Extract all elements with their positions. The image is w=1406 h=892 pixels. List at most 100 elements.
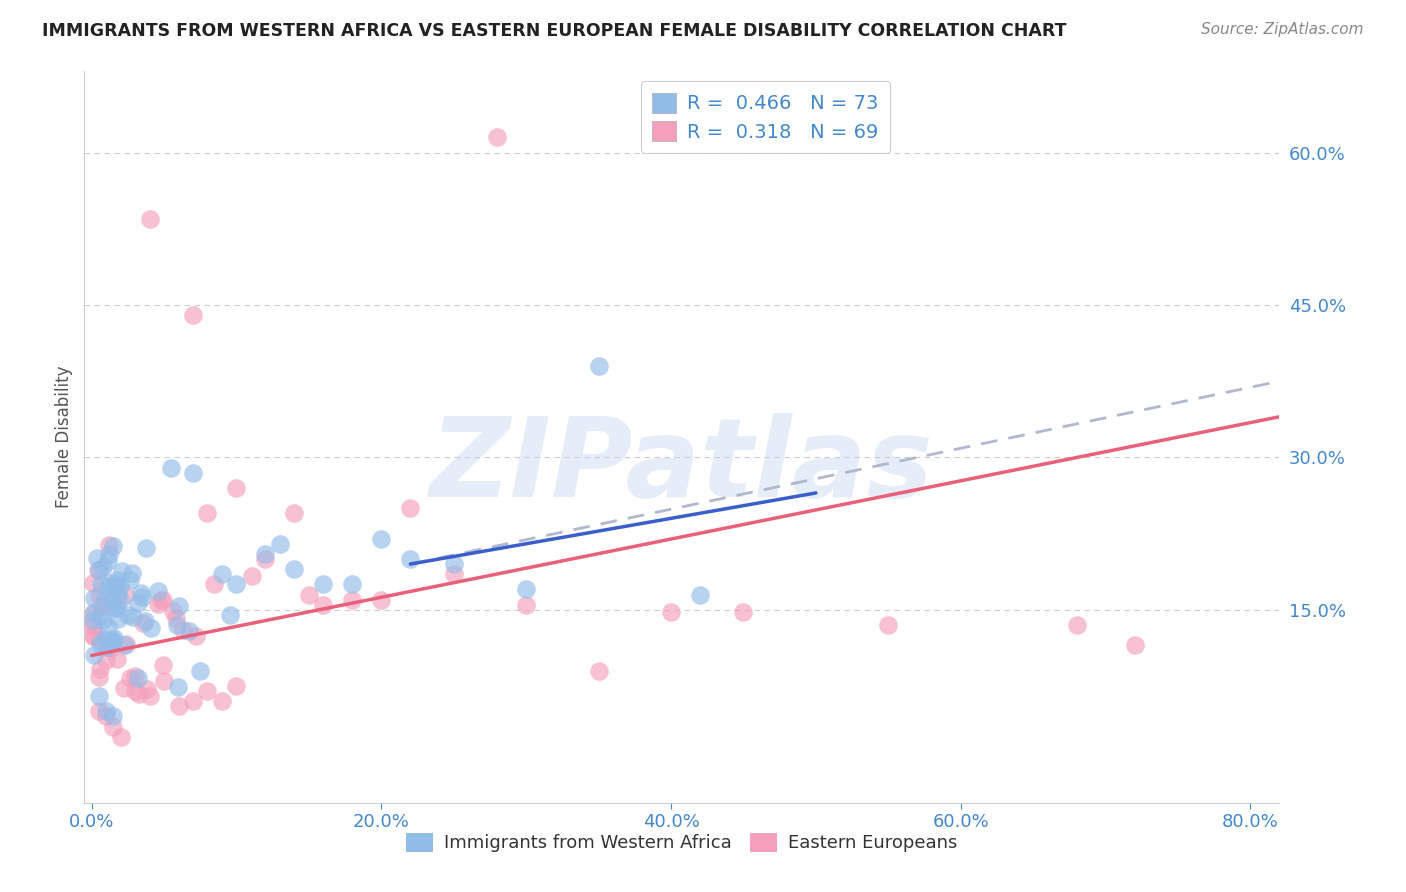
Text: ZIPatlas: ZIPatlas bbox=[430, 413, 934, 520]
Point bbox=[83, 606, 105, 620]
Point bbox=[177, 624, 200, 638]
Point bbox=[254, 547, 277, 561]
Point bbox=[83, 591, 105, 606]
Point bbox=[91, 560, 114, 574]
Point bbox=[139, 621, 162, 635]
Point bbox=[283, 506, 305, 520]
Point bbox=[127, 671, 149, 685]
Point bbox=[110, 578, 132, 592]
Point bbox=[83, 648, 105, 663]
Point bbox=[100, 633, 122, 648]
Point bbox=[1123, 638, 1146, 652]
Point bbox=[225, 577, 247, 591]
Text: IMMIGRANTS FROM WESTERN AFRICA VS EASTERN EUROPEAN FEMALE DISABILITY CORRELATION: IMMIGRANTS FROM WESTERN AFRICA VS EASTER… bbox=[42, 22, 1067, 40]
Point bbox=[240, 568, 263, 582]
Point bbox=[91, 613, 114, 627]
Point bbox=[132, 615, 155, 630]
Point bbox=[103, 720, 125, 734]
Point bbox=[114, 638, 136, 652]
Legend: Immigrants from Western Africa, Eastern Europeans: Immigrants from Western Africa, Eastern … bbox=[399, 826, 965, 860]
Point bbox=[94, 596, 117, 610]
Point bbox=[135, 682, 157, 697]
Point bbox=[83, 619, 105, 633]
Point bbox=[1066, 618, 1088, 632]
Point bbox=[120, 574, 142, 588]
Point bbox=[211, 567, 233, 582]
Point bbox=[100, 641, 122, 656]
Point bbox=[105, 600, 128, 615]
Point bbox=[83, 629, 105, 643]
Point bbox=[197, 684, 219, 698]
Point bbox=[100, 596, 122, 610]
Point bbox=[254, 552, 277, 566]
Point bbox=[89, 609, 111, 624]
Point bbox=[97, 554, 120, 568]
Point bbox=[370, 532, 392, 546]
Point bbox=[443, 557, 465, 571]
Point bbox=[283, 562, 305, 576]
Point bbox=[877, 618, 900, 632]
Point bbox=[167, 680, 190, 694]
Point bbox=[152, 592, 174, 607]
Point bbox=[269, 537, 291, 551]
Point bbox=[87, 689, 110, 703]
Point bbox=[399, 501, 422, 516]
Point bbox=[312, 598, 335, 612]
Point bbox=[181, 308, 204, 322]
Point bbox=[129, 586, 152, 600]
Point bbox=[167, 699, 190, 714]
Point bbox=[111, 564, 134, 578]
Point bbox=[443, 567, 465, 582]
Point bbox=[87, 705, 110, 719]
Point bbox=[138, 211, 160, 226]
Point bbox=[90, 599, 112, 614]
Point bbox=[486, 130, 509, 145]
Point bbox=[82, 607, 104, 622]
Point bbox=[167, 599, 190, 613]
Point bbox=[138, 689, 160, 703]
Point bbox=[96, 640, 118, 654]
Point bbox=[89, 662, 111, 676]
Point bbox=[689, 588, 711, 602]
Point bbox=[89, 637, 111, 651]
Point bbox=[121, 609, 143, 624]
Point bbox=[399, 552, 422, 566]
Point bbox=[80, 619, 103, 633]
Point bbox=[166, 618, 188, 632]
Point bbox=[107, 612, 129, 626]
Y-axis label: Female Disability: Female Disability bbox=[55, 366, 73, 508]
Point bbox=[114, 588, 136, 602]
Point bbox=[298, 588, 321, 602]
Point bbox=[181, 694, 204, 708]
Point bbox=[94, 653, 117, 667]
Point bbox=[218, 608, 240, 623]
Point bbox=[112, 681, 135, 695]
Point bbox=[342, 592, 364, 607]
Point bbox=[197, 506, 219, 520]
Point bbox=[97, 581, 120, 595]
Point bbox=[134, 615, 156, 629]
Point bbox=[108, 593, 131, 607]
Point bbox=[121, 566, 143, 580]
Point bbox=[120, 671, 142, 685]
Point bbox=[172, 623, 194, 637]
Point bbox=[87, 562, 110, 576]
Point bbox=[87, 564, 110, 578]
Point bbox=[152, 658, 174, 673]
Point bbox=[588, 359, 610, 373]
Point bbox=[94, 591, 117, 606]
Point bbox=[94, 705, 117, 719]
Point bbox=[100, 576, 122, 591]
Point bbox=[89, 632, 111, 647]
Point bbox=[181, 466, 204, 480]
Point bbox=[117, 608, 139, 623]
Point bbox=[103, 539, 125, 553]
Point bbox=[82, 613, 104, 627]
Point bbox=[86, 551, 108, 566]
Point bbox=[160, 460, 183, 475]
Point bbox=[128, 687, 150, 701]
Point bbox=[115, 637, 138, 651]
Point bbox=[90, 577, 112, 591]
Point bbox=[89, 588, 111, 602]
Point bbox=[149, 593, 172, 607]
